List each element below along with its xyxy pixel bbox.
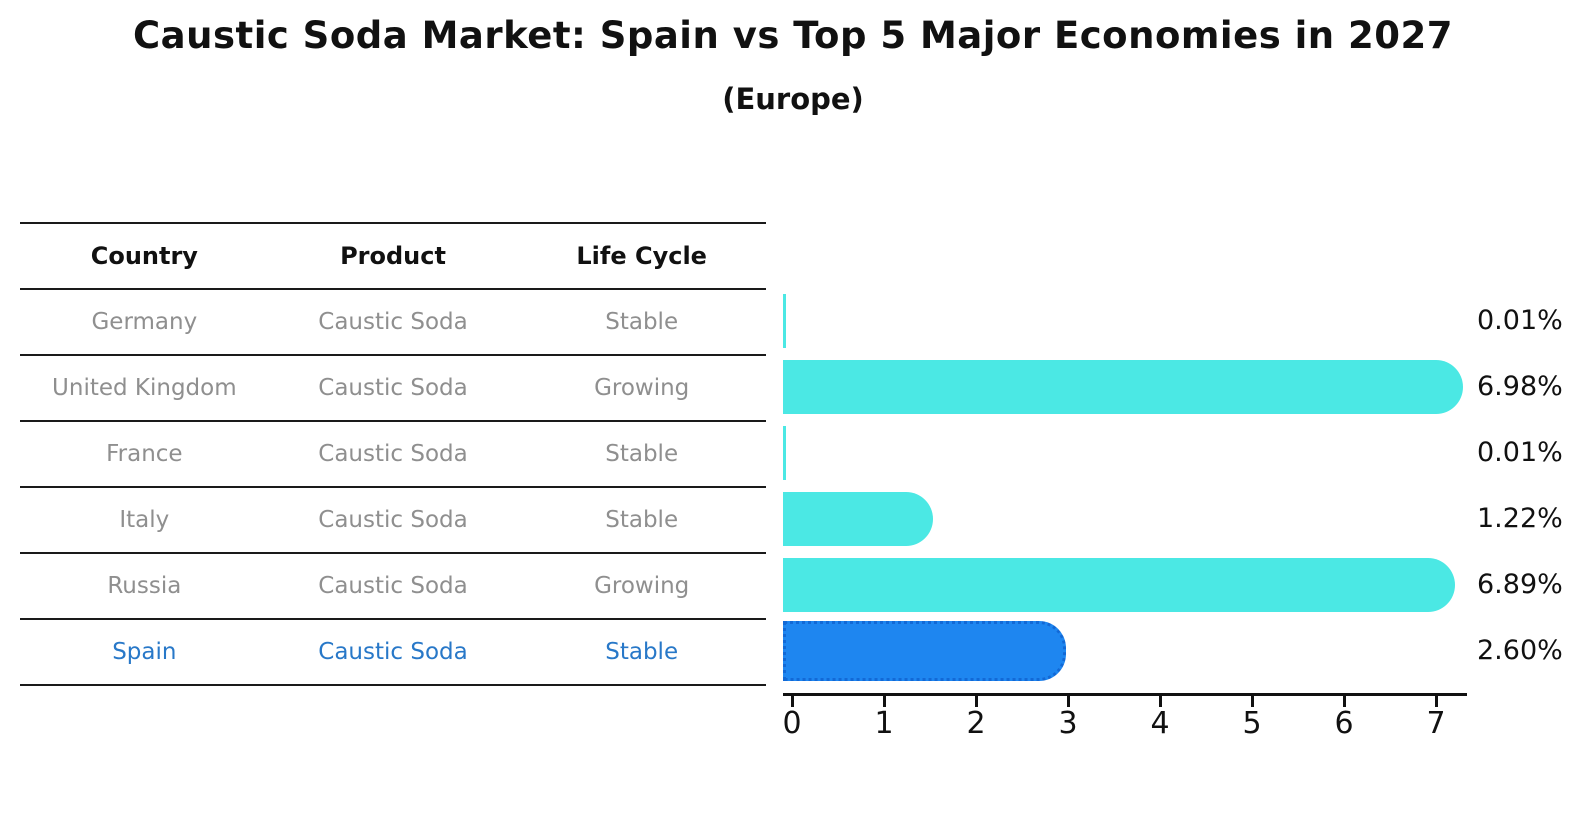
country-table: Country Product Life Cycle Germany Caust… [20, 222, 766, 686]
cell-country: Spain [112, 639, 177, 665]
cell-product: Caustic Soda [318, 573, 468, 599]
cell-country: Russia [107, 573, 182, 599]
cell-life-cycle: Growing [594, 573, 690, 599]
cell-life-cycle: Growing [594, 375, 690, 401]
x-tick-mark [1435, 696, 1438, 707]
cell-country: United Kingdom [52, 375, 237, 401]
column-header-country: Country [90, 242, 198, 270]
table-header-row: Country Product Life Cycle [20, 224, 766, 290]
chart-title: Caustic Soda Market: Spain vs Top 5 Majo… [133, 14, 1453, 57]
value-label-germany: 0.01% [1477, 305, 1563, 336]
bar-spain [783, 621, 1066, 681]
table-row: United Kingdom Caustic Soda Growing [20, 356, 766, 422]
value-label-italy: 1.22% [1477, 503, 1563, 534]
x-tick-mark [883, 696, 886, 707]
x-axis-line [783, 693, 1467, 696]
x-tick-mark [1159, 696, 1162, 707]
bar-germany [783, 294, 786, 348]
x-tick-label: 7 [1426, 706, 1446, 741]
column-header-product: Product [340, 242, 446, 270]
cell-life-cycle: Stable [605, 441, 679, 467]
table-row: Spain Caustic Soda Stable [20, 620, 766, 686]
cell-product: Caustic Soda [318, 309, 468, 335]
cell-product: Caustic Soda [318, 375, 468, 401]
x-tick-mark [1343, 696, 1346, 707]
value-label-united-kingdom: 6.98% [1477, 371, 1563, 402]
cell-country: Germany [91, 309, 198, 335]
bar-united-kingdom [783, 360, 1463, 414]
x-tick-label: 1 [874, 706, 894, 741]
x-tick-label: 3 [1058, 706, 1078, 741]
x-tick-label: 6 [1334, 706, 1354, 741]
value-label-france: 0.01% [1477, 437, 1563, 468]
cell-product: Caustic Soda [318, 507, 468, 533]
table-row: Italy Caustic Soda Stable [20, 488, 766, 554]
table-row: Russia Caustic Soda Growing [20, 554, 766, 620]
column-header-life-cycle: Life Cycle [576, 242, 707, 270]
cell-life-cycle: Stable [605, 309, 679, 335]
table-row: France Caustic Soda Stable [20, 422, 766, 488]
cell-life-cycle: Stable [605, 639, 679, 665]
cell-product: Caustic Soda [318, 639, 468, 665]
bar-france [783, 426, 786, 480]
x-tick-label: 2 [966, 706, 986, 741]
cell-country: France [106, 441, 183, 467]
value-label-spain: 2.60% [1477, 635, 1563, 666]
x-tick-label: 4 [1150, 706, 1170, 741]
x-tick-mark [791, 696, 794, 707]
cell-country: Italy [119, 507, 170, 533]
value-label-russia: 6.89% [1477, 569, 1563, 600]
cell-life-cycle: Stable [605, 507, 679, 533]
x-tick-mark [975, 696, 978, 707]
table-row: Germany Caustic Soda Stable [20, 290, 766, 356]
bar-italy [783, 492, 933, 546]
chart-subtitle: (Europe) [722, 82, 864, 116]
cell-product: Caustic Soda [318, 441, 468, 467]
bar-russia [783, 558, 1455, 612]
x-tick-label: 0 [782, 706, 802, 741]
x-tick-label: 5 [1242, 706, 1262, 741]
x-tick-mark [1067, 696, 1070, 707]
x-tick-mark [1251, 696, 1254, 707]
